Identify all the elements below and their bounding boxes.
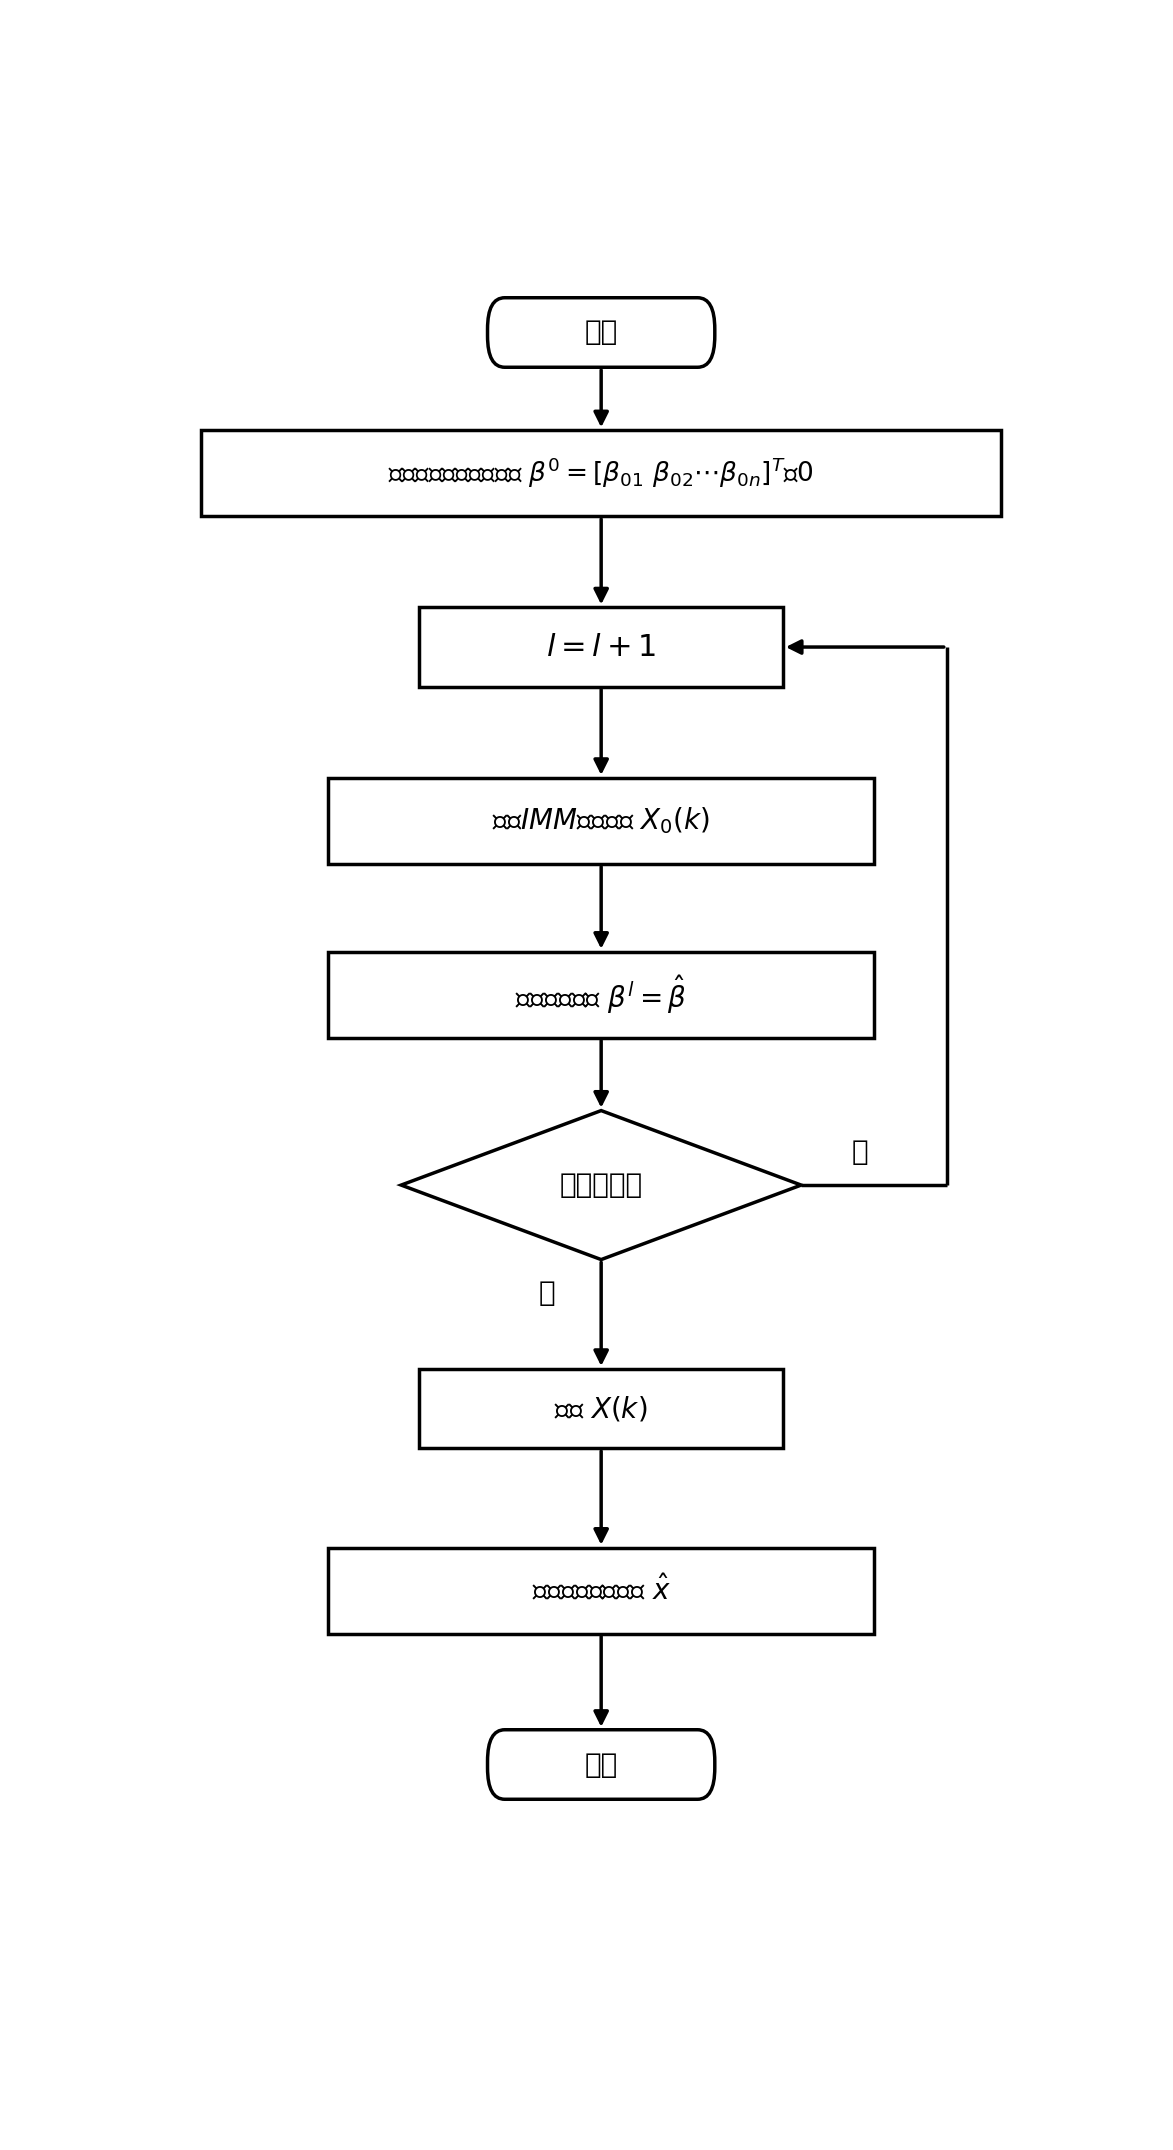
Bar	[328, 1548, 874, 1634]
Bar	[202, 430, 1001, 516]
FancyBboxPatch shape	[488, 1731, 714, 1800]
Text: 开始: 开始	[584, 318, 618, 346]
Text: 否: 否	[852, 1137, 868, 1165]
Text: 迭代结束？: 迭代结束？	[560, 1172, 643, 1200]
Text: 初始化传感器系统偏差 $\beta^0=[\beta_{01}\ \beta_{02}\cdots\beta_{0n}]^T$为0: 初始化传感器系统偏差 $\beta^0=[\beta_{01}\ \beta_{…	[388, 456, 814, 490]
Text: 结束: 结束	[584, 1750, 618, 1778]
Bar	[420, 606, 784, 686]
Polygon shape	[401, 1112, 801, 1260]
Text: $l=l+1$: $l=l+1$	[545, 632, 657, 662]
Text: 使用$IMM$算法计算 $X_0(k)$: 使用$IMM$算法计算 $X_0(k)$	[493, 806, 710, 836]
Bar	[328, 952, 874, 1038]
FancyBboxPatch shape	[488, 297, 714, 368]
Text: 计算 $X(k)$: 计算 $X(k)$	[555, 1393, 647, 1423]
Text: 计算目标融合位置 $\hat{x}$: 计算目标融合位置 $\hat{x}$	[531, 1576, 671, 1606]
Bar	[328, 778, 874, 864]
Bar	[420, 1370, 784, 1449]
Text: 是: 是	[538, 1279, 555, 1307]
Text: 计算系统偏差 $\beta^l=\hat{\beta}$: 计算系统偏差 $\beta^l=\hat{\beta}$	[515, 974, 687, 1017]
